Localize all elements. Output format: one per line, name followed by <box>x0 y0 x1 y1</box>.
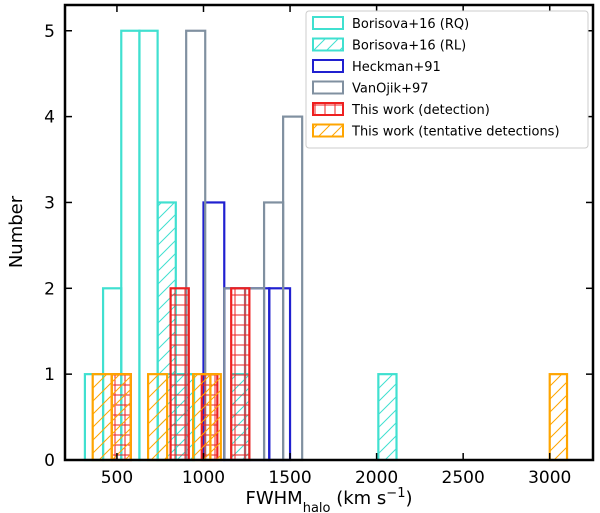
legend-label-1: Borisova+16 (RQ) <box>352 17 469 32</box>
y-tick-label: 5 <box>44 22 55 42</box>
bar-series-6-bin-5 <box>209 373 222 462</box>
bar-series-5-bin-4 <box>230 287 251 462</box>
legend-frame <box>305 10 589 149</box>
x-tick-label: 1000 <box>182 468 225 488</box>
x-tick-label: 2500 <box>442 468 485 488</box>
legend-swatch-5 <box>312 102 344 116</box>
bar-series-6-bin-3 <box>146 373 169 462</box>
x-axis-label-unit-pre: (km s <box>330 488 386 509</box>
x-axis-label-unit-post: ) <box>405 488 412 509</box>
bar-series-6-bin-6 <box>548 373 569 462</box>
legend-label-2: Borisova+16 (RL) <box>352 39 466 54</box>
legend-label-4: VanOjik+97 <box>352 82 429 97</box>
x-tick-label: 1500 <box>268 468 311 488</box>
bar-series-5-bin-2 <box>169 287 190 462</box>
legend: Borisova+16 (RQ) Borisova+16 (RL) Heckman+… <box>305 10 589 149</box>
bar-series-2-bin-4 <box>377 373 398 462</box>
bar-series-6-bin-4 <box>192 373 212 462</box>
legend-label-6: This work (tentative detections) <box>351 125 560 140</box>
y-tick-label: 0 <box>44 451 55 471</box>
legend-swatch-4 <box>312 80 344 95</box>
bar-series-4-bin-4 <box>262 201 285 462</box>
legend-swatch-3 <box>312 59 344 73</box>
bar-series-6-bin-1 <box>91 373 113 462</box>
legend-label-3: Heckman+91 <box>352 60 441 75</box>
bar-series-6-bin-2 <box>110 373 132 462</box>
x-axis-label-main: FWHM <box>245 488 302 509</box>
y-tick-label: 4 <box>44 108 55 128</box>
x-tick-label: 3000 <box>528 468 571 488</box>
legend-label-5: This work (detection) <box>351 103 490 118</box>
series-5-bars <box>110 287 251 462</box>
y-axis-ticks: 0 1 2 3 4 5 <box>44 22 593 471</box>
x-tick-label: 500 <box>101 468 133 488</box>
y-tick-label: 1 <box>44 365 55 385</box>
x-axis-label-sup: −1 <box>386 486 405 501</box>
legend-swatch-2 <box>312 37 344 52</box>
legend-swatch-1 <box>312 16 344 30</box>
x-axis-label: FWHMhalo (km s−1) <box>245 486 412 513</box>
y-axis-label: Number <box>6 195 27 268</box>
bar-series-3-bin-3 <box>268 287 292 462</box>
series-6-bars <box>91 373 569 462</box>
x-tick-label: 2000 <box>355 468 398 488</box>
legend-swatch-6 <box>312 123 344 138</box>
y-tick-label: 2 <box>44 279 55 299</box>
x-axis-label-sub: halo <box>303 501 331 513</box>
plot-area-frame <box>63 3 595 462</box>
x-axis-ticks: 500 1000 1500 2000 2500 3000 <box>101 5 571 488</box>
y-tick-label: 3 <box>44 193 55 213</box>
